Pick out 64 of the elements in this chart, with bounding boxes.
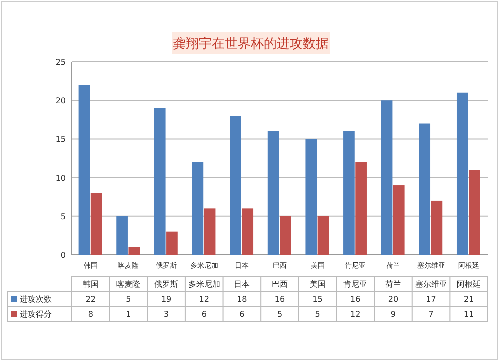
- chart-title: 龚翔宇在世界杯的进攻数据: [173, 36, 329, 52]
- category-label: 喀麦隆: [116, 280, 141, 289]
- bar: [318, 216, 330, 255]
- category-label: 塞尔维亚: [415, 280, 448, 289]
- data-label: 16: [274, 295, 286, 304]
- bar: [166, 232, 178, 255]
- data-label: 1: [126, 310, 132, 319]
- data-label: 21: [464, 295, 474, 304]
- y-tick-label: 10: [56, 174, 66, 183]
- bar: [154, 108, 166, 255]
- data-label: 5: [315, 310, 320, 319]
- y-tick-label: 25: [56, 58, 66, 67]
- data-label: 12: [350, 310, 361, 319]
- y-tick-label: 20: [56, 96, 66, 106]
- data-label: 7: [428, 310, 434, 319]
- data-label: 12: [199, 295, 210, 304]
- data-label: 19: [161, 295, 172, 304]
- bar: [280, 216, 292, 255]
- category-label: 俄罗斯: [154, 280, 179, 289]
- data-label: 6: [202, 310, 207, 319]
- data-label: 5: [126, 295, 132, 304]
- data-label: 22: [86, 295, 96, 304]
- bar: [393, 186, 405, 255]
- bar: [419, 124, 431, 255]
- bar: [128, 247, 140, 255]
- category-label: 美国: [310, 280, 326, 289]
- data-label: 20: [388, 295, 399, 304]
- category-label: 肯尼亚: [344, 280, 368, 289]
- bar: [356, 162, 367, 255]
- legend-label: 进攻次数: [20, 295, 52, 304]
- bar: [268, 131, 280, 255]
- data-label: 3: [164, 310, 170, 319]
- data-label: 11: [464, 310, 474, 319]
- bar: [90, 193, 102, 255]
- bar: [192, 162, 204, 255]
- bar: [456, 92, 468, 255]
- bar: [431, 200, 443, 255]
- bar: [344, 131, 355, 255]
- data-label: 5: [277, 310, 283, 319]
- bar: [204, 208, 216, 255]
- data-label: 17: [426, 295, 436, 304]
- legend-label: 进攻得分: [20, 310, 52, 319]
- data-label: 8: [88, 310, 94, 319]
- bar: [469, 170, 480, 255]
- data-label: 16: [350, 295, 361, 304]
- category-label: 多米尼加: [188, 280, 220, 289]
- bar: [381, 100, 393, 255]
- bar: [306, 139, 318, 255]
- data-label: 6: [240, 310, 245, 319]
- category-label: 韩国: [82, 280, 99, 289]
- bar: [242, 208, 254, 255]
- category-label: 荷兰: [385, 280, 402, 289]
- bar: [116, 216, 128, 255]
- bar: [230, 116, 242, 255]
- category-label: 日本: [234, 280, 250, 289]
- y-tick-label: 5: [60, 212, 66, 222]
- data-label: 15: [312, 295, 323, 304]
- data-label: 18: [237, 295, 248, 304]
- y-tick-label: 0: [60, 251, 66, 260]
- category-label: 阿根廷: [457, 280, 482, 289]
- category-label: 巴西: [272, 280, 288, 289]
- data-label: 9: [390, 310, 396, 319]
- bar: [78, 85, 90, 255]
- y-tick-label: 15: [56, 135, 66, 144]
